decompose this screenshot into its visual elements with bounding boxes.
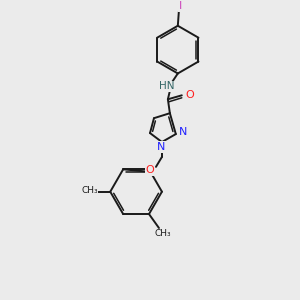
Text: N: N xyxy=(178,127,187,137)
Text: N: N xyxy=(157,142,165,152)
Text: O: O xyxy=(146,165,154,175)
Text: HN: HN xyxy=(159,81,175,92)
Text: I: I xyxy=(179,1,182,11)
Text: CH₃: CH₃ xyxy=(154,230,171,238)
Text: CH₃: CH₃ xyxy=(81,186,98,195)
Text: O: O xyxy=(185,90,194,100)
